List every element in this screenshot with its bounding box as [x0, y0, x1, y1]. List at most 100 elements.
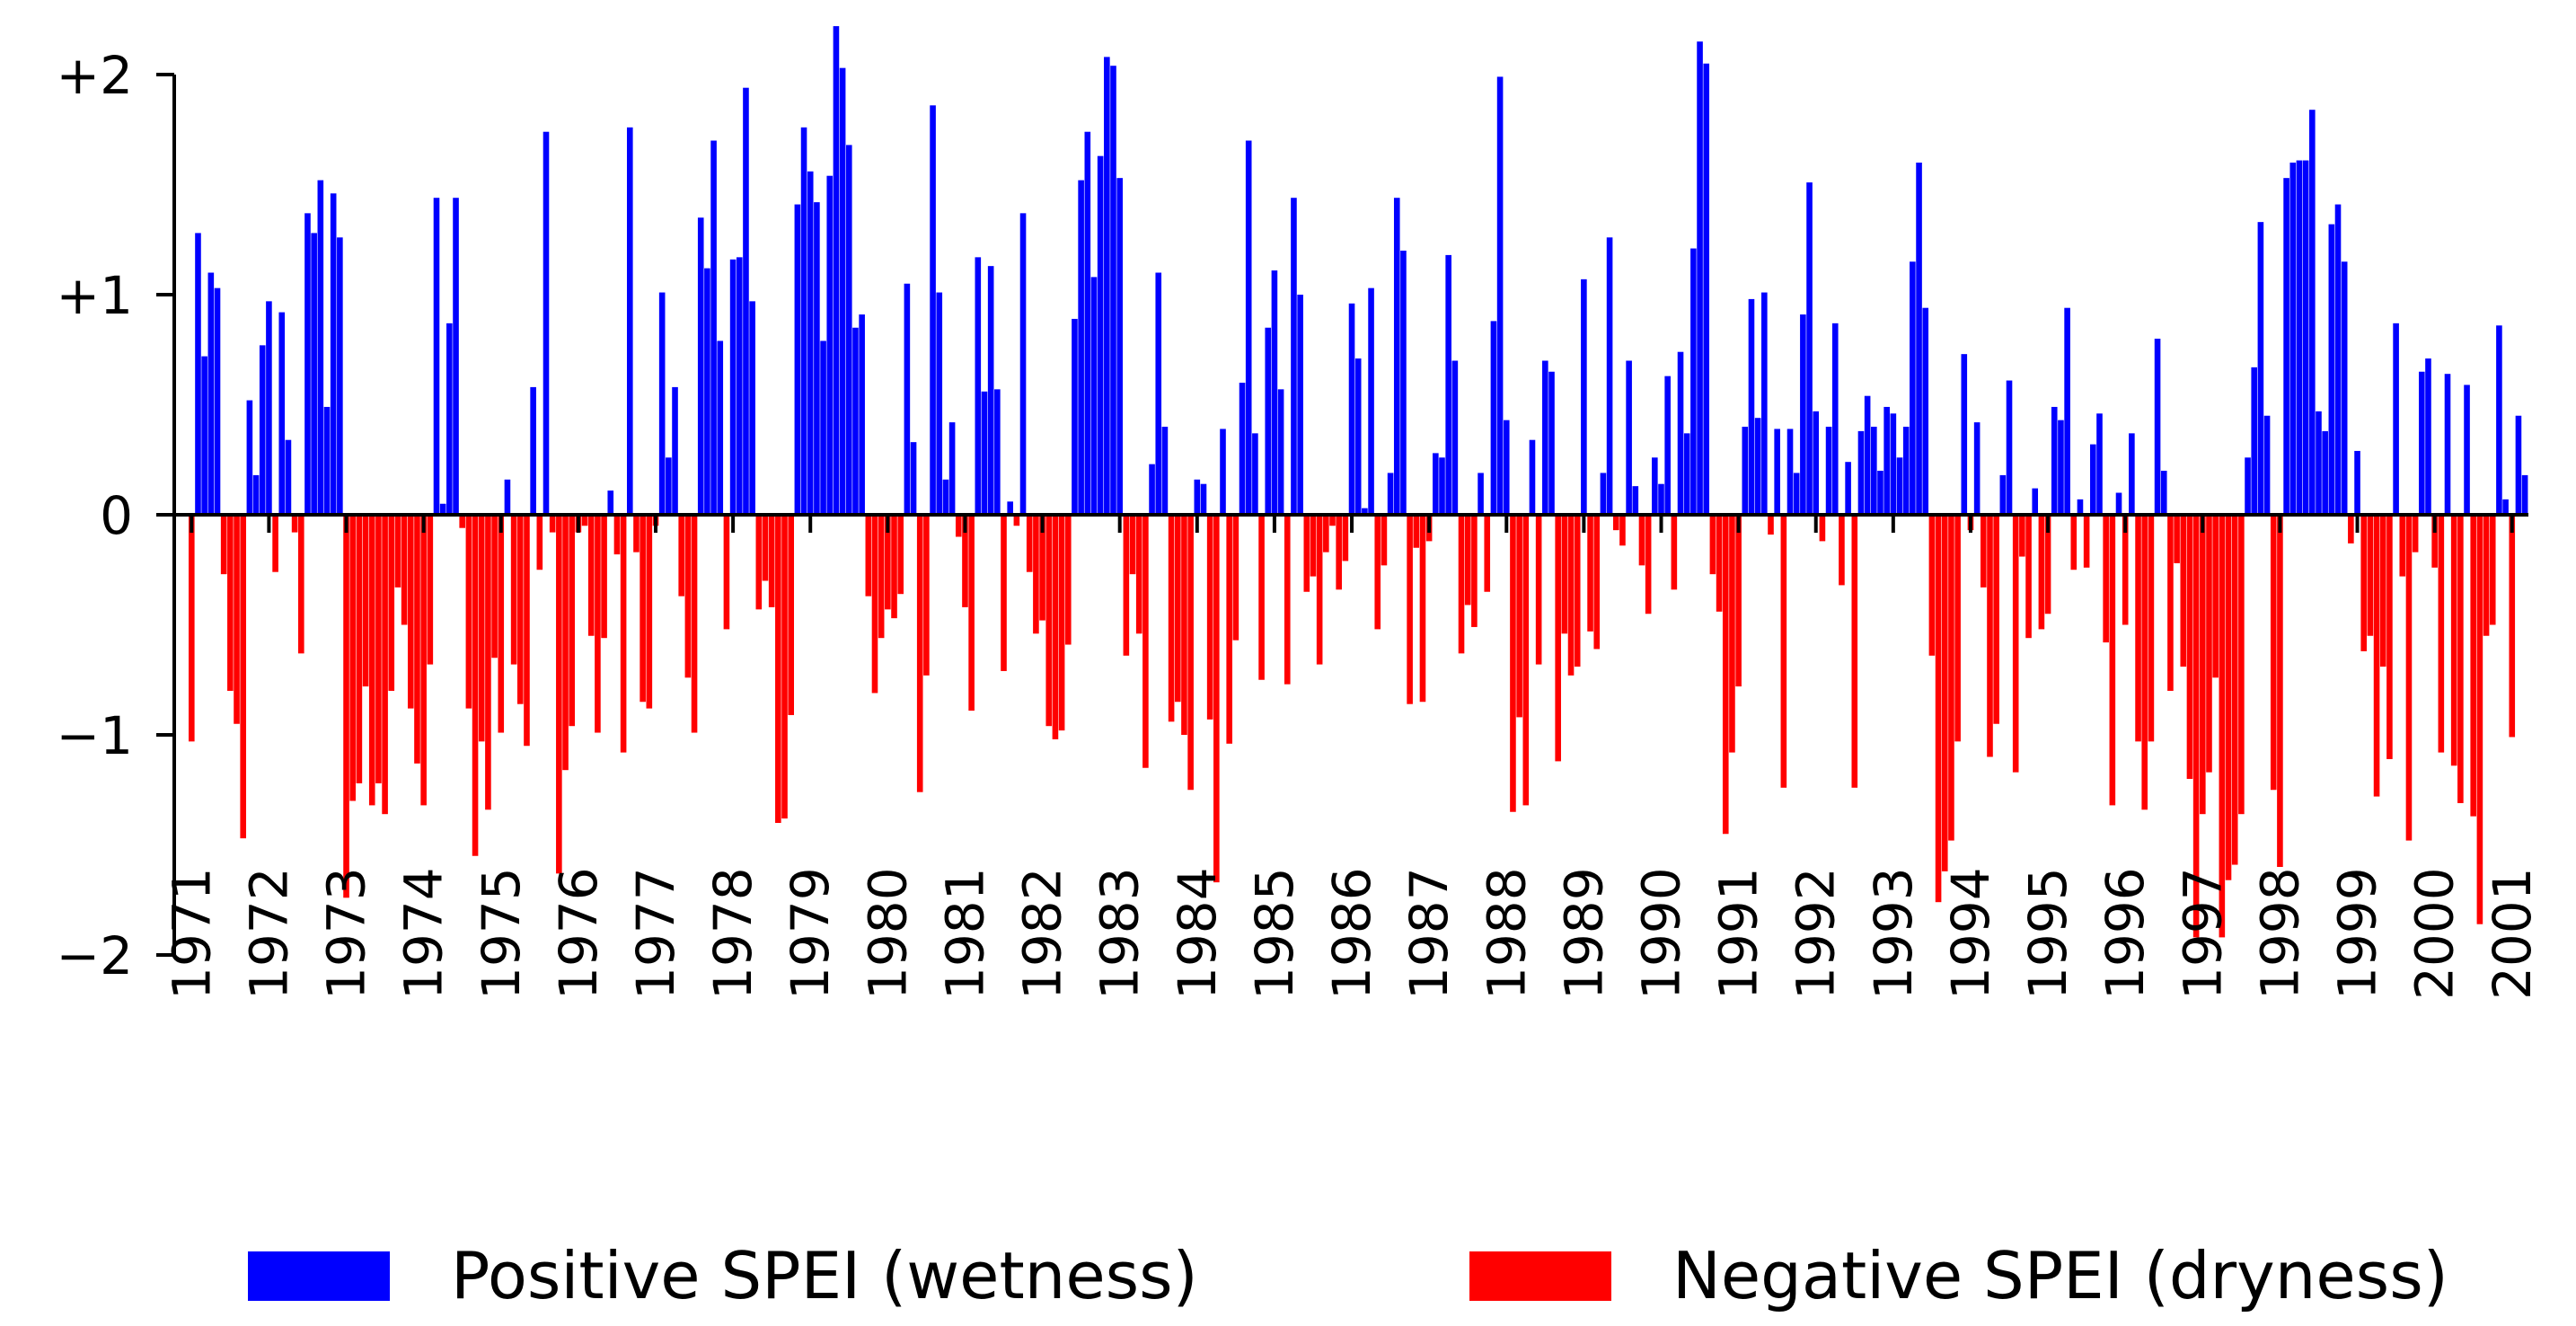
bar-negative	[955, 515, 962, 537]
bar-negative	[2174, 515, 2180, 563]
bar-negative	[1839, 515, 1845, 586]
bar-positive	[666, 457, 672, 515]
legend-label-positive: Positive SPEI (wetness)	[451, 1238, 1198, 1313]
bar-positive	[1748, 298, 1755, 515]
y-tick-label: −1	[57, 705, 134, 766]
bar-positive	[1478, 473, 1484, 515]
bar-positive	[2334, 204, 2342, 516]
bar-positive	[2515, 415, 2522, 515]
bar-negative	[1780, 515, 1787, 788]
bar-negative	[1033, 515, 1039, 634]
bar-negative	[691, 515, 698, 733]
bar-positive	[672, 386, 678, 515]
bar-positive	[1786, 429, 1794, 515]
bar-negative	[1510, 515, 1516, 812]
bar-negative	[640, 515, 646, 703]
bar-positive	[736, 257, 743, 515]
bar-negative	[1587, 515, 1593, 632]
x-tick-label: 1990	[1630, 867, 1691, 1000]
bar-negative	[2070, 515, 2078, 570]
bar-negative	[1258, 515, 1265, 680]
bar-negative	[2231, 515, 2238, 865]
bar-negative	[1928, 515, 1936, 656]
bar-negative	[1768, 515, 1774, 535]
bar-positive	[2322, 430, 2328, 515]
bar-positive	[1387, 473, 1394, 515]
x-tick-label: 1976	[548, 867, 609, 1000]
bar-positive	[1155, 272, 1162, 515]
bar-positive	[975, 257, 982, 515]
bar-positive	[2096, 413, 2103, 515]
bar-positive	[2115, 492, 2122, 515]
bar-negative	[240, 515, 247, 839]
bar-negative	[2103, 515, 2109, 643]
bar-positive	[2129, 433, 2135, 515]
bar-positive	[1890, 413, 1897, 515]
bar-positive	[1110, 66, 1116, 515]
bar-negative	[2431, 515, 2438, 568]
bar-negative	[2219, 515, 2226, 938]
bar-negative	[1142, 515, 1149, 768]
bar-positive	[1393, 198, 1400, 515]
bar-negative	[2412, 515, 2419, 552]
bar-positive	[1999, 474, 2007, 515]
bar-negative	[362, 515, 369, 687]
bar-positive	[1194, 479, 1201, 515]
bar-positive	[1883, 406, 1890, 515]
bar-negative	[775, 515, 781, 823]
bar-negative	[2148, 515, 2155, 742]
bar-negative	[1058, 515, 1065, 731]
bar-positive	[910, 442, 917, 515]
bar-positive	[2289, 163, 2297, 515]
legend: Positive SPEI (wetness) Negative SPEI (d…	[0, 1231, 2576, 1321]
bar-negative	[1206, 515, 1213, 720]
bar-positive	[2283, 178, 2289, 515]
bar-negative	[291, 515, 298, 533]
bar-negative	[510, 515, 517, 665]
bar-negative	[272, 515, 278, 572]
legend-item-negative: Negative SPEI (dryness)	[1469, 1231, 2448, 1321]
bar-positive	[1090, 277, 1098, 515]
bar-positive	[1503, 420, 1510, 515]
bar-positive	[1697, 41, 1703, 515]
bar-negative	[2450, 515, 2457, 766]
bar-negative	[2141, 515, 2148, 810]
bar-negative	[1645, 515, 1652, 614]
bar-positive	[833, 26, 840, 516]
bar-negative	[2489, 515, 2496, 625]
bar-positive	[1362, 508, 1368, 515]
bar-positive	[337, 237, 343, 515]
bar-negative	[646, 515, 653, 709]
bar-positive	[826, 175, 834, 515]
bar-negative	[768, 515, 775, 607]
bar-negative	[1045, 515, 1053, 727]
bar-negative	[684, 515, 692, 678]
bar-positive	[2425, 358, 2431, 515]
bar-positive	[1626, 360, 1632, 515]
bar-negative	[1232, 515, 1239, 641]
bar-positive	[1239, 383, 1246, 515]
bar-positive	[2316, 411, 2322, 515]
bar-positive	[2464, 385, 2470, 515]
bar-positive	[2051, 406, 2058, 515]
bar-negative	[382, 515, 388, 815]
bar-positive	[1793, 473, 1800, 515]
bar-negative	[1342, 515, 1349, 561]
bar-negative	[2167, 515, 2174, 691]
bar-negative	[595, 515, 601, 733]
bar-negative	[298, 515, 304, 654]
bar-negative	[1135, 515, 1142, 634]
x-tick-label: 1986	[1321, 867, 1382, 1000]
bar-negative	[1323, 515, 1329, 552]
bar-negative	[587, 515, 595, 636]
bar-positive	[1400, 251, 1407, 515]
bar-negative	[388, 515, 395, 691]
bar-negative	[2135, 515, 2141, 742]
x-tick-label: 1985	[1244, 867, 1305, 1000]
bar-negative	[788, 515, 794, 715]
bar-positive	[1677, 351, 1684, 515]
x-tick-label: 2000	[2404, 867, 2466, 1000]
bar-positive	[439, 503, 446, 515]
bar-positive	[2502, 499, 2509, 515]
bar-negative	[678, 515, 684, 597]
